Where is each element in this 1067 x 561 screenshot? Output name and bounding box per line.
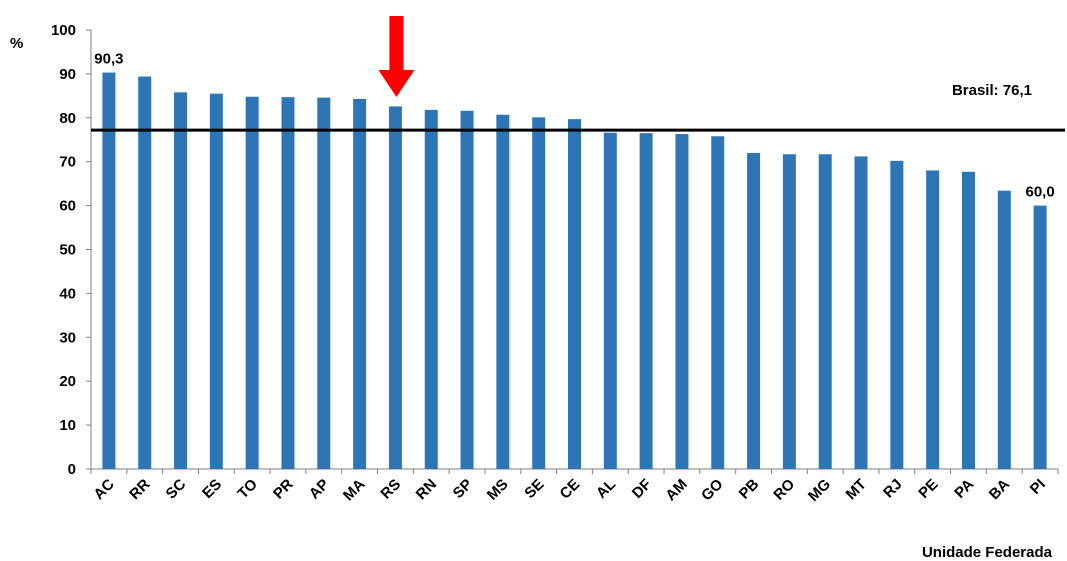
y-unit-label: % xyxy=(10,35,23,52)
x-tick-label: PB xyxy=(736,476,763,503)
x-tick-label: MG xyxy=(805,476,834,505)
x-tick-label: TO xyxy=(234,476,261,503)
x-tick-label: AC xyxy=(90,476,117,503)
x-axis-title: Unidade Federada xyxy=(922,544,1053,561)
reference-line-group: Brasil: 76,1 xyxy=(91,82,1065,132)
bar-sc xyxy=(174,92,188,469)
x-tick-label: DF xyxy=(629,476,655,502)
x-tick-label: RR xyxy=(126,476,153,503)
x-tick-label: PR xyxy=(270,476,297,503)
bar-ro xyxy=(782,154,796,469)
x-tick-label: RO xyxy=(770,476,798,504)
x-tick-label: AL xyxy=(593,476,619,502)
bar-ce xyxy=(568,119,581,469)
y-tick-label: 80 xyxy=(59,110,76,127)
x-tick-label: PI xyxy=(1027,476,1049,498)
x-tick-label: SE xyxy=(521,476,547,502)
x-tick-label: AP xyxy=(306,476,333,503)
y-tick-label: 0 xyxy=(68,461,76,478)
bar-df xyxy=(639,133,653,470)
bar-go xyxy=(711,136,725,469)
bar-sp xyxy=(460,110,474,469)
bar-ap xyxy=(317,97,331,469)
reference-line-label: Brasil: 76,1 xyxy=(952,82,1032,99)
bar-pa xyxy=(961,171,975,469)
x-tick-label: RN xyxy=(413,476,440,503)
y-tick-label: 10 xyxy=(59,417,76,434)
x-axis: AC RR SC ES TO PR AP MA RS RN SP MS SE CE AL DF AM GO PB RO… xyxy=(90,468,1059,505)
bar-se xyxy=(532,117,546,470)
bar-am xyxy=(675,134,689,469)
bar-al xyxy=(603,132,617,469)
bar-rr xyxy=(138,76,152,469)
x-tick-label: RS xyxy=(377,476,404,503)
data-label-ac: 90,3 xyxy=(94,51,123,68)
bar-ac xyxy=(102,72,116,469)
data-labels: 90,3 60,0 xyxy=(94,51,1054,201)
y-tick-label: 40 xyxy=(59,285,76,302)
data-label-pi: 60,0 xyxy=(1025,184,1054,201)
x-tick-label: CE xyxy=(557,476,584,503)
y-axis: 0 10 20 30 40 50 60 70 80 90 100 xyxy=(51,22,92,478)
bar-pe xyxy=(926,170,940,470)
x-tick-label: PA xyxy=(951,476,977,502)
bars xyxy=(102,72,1047,470)
y-tick-label: 70 xyxy=(59,154,76,171)
x-tick-label: MA xyxy=(340,476,369,505)
x-tick-label: SP xyxy=(450,476,476,502)
bar-mg xyxy=(818,154,832,469)
down-arrow-icon xyxy=(378,16,415,97)
x-tick-label: SC xyxy=(163,476,190,503)
bar-es xyxy=(209,93,223,469)
y-tick-label: 50 xyxy=(59,242,76,259)
bar-pi xyxy=(1033,205,1047,469)
x-tick-label: BA xyxy=(986,476,1013,503)
bar-rs xyxy=(388,106,402,470)
bar-mt xyxy=(854,156,868,469)
bar-ms xyxy=(496,114,510,470)
bar-rj xyxy=(890,160,904,469)
y-tick-label: 100 xyxy=(51,22,76,39)
bar-pb xyxy=(747,152,761,470)
x-tick-label: ES xyxy=(199,476,225,502)
y-tick-label: 30 xyxy=(59,329,76,346)
x-tick-label: MS xyxy=(484,476,512,504)
bar-ba xyxy=(997,190,1011,469)
bar-rn xyxy=(424,109,438,469)
x-tick-label: RJ xyxy=(880,476,906,502)
y-tick-label: 20 xyxy=(59,373,76,390)
y-tick-label: 90 xyxy=(59,66,76,83)
highlight-marker xyxy=(378,16,415,97)
bar-pr xyxy=(281,97,295,470)
x-tick-label: PE xyxy=(915,476,941,502)
bar-to xyxy=(245,96,259,469)
x-tick-label: GO xyxy=(698,476,727,505)
x-tick-label: AM xyxy=(662,476,691,505)
y-tick-label: 60 xyxy=(59,198,76,215)
x-tick-label: MT xyxy=(843,476,870,503)
bar-ma xyxy=(353,98,367,469)
